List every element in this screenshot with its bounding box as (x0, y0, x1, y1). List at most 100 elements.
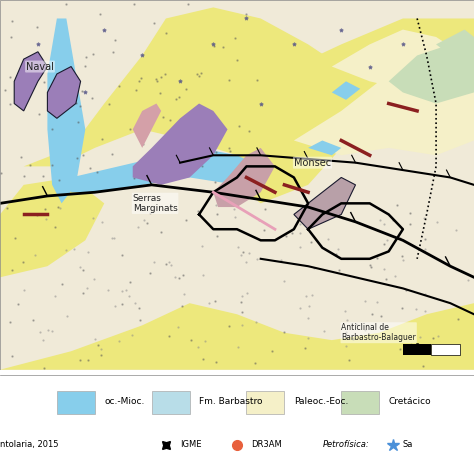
Point (296, 220, 304, 228)
Point (36, 328, 44, 336)
Point (399, 256, 406, 264)
Point (84, 356, 91, 364)
Point (76, 264, 84, 271)
Point (1, 86, 9, 94)
Point (296, 243, 304, 250)
Polygon shape (0, 177, 104, 277)
Point (7, 73, 14, 81)
Point (32, 251, 39, 259)
Point (399, 305, 406, 312)
Point (421, 290, 428, 298)
Point (48, 125, 55, 133)
Point (137, 74, 145, 82)
Point (268, 347, 276, 355)
Point (214, 210, 221, 218)
Point (233, 56, 241, 64)
Point (361, 327, 369, 334)
Point (232, 35, 239, 42)
Point (97, 345, 104, 353)
Point (39, 336, 46, 343)
Point (178, 302, 186, 310)
Point (304, 334, 312, 342)
Point (243, 15, 250, 22)
Text: 0: 0 (414, 343, 420, 352)
Point (58, 280, 65, 288)
Point (187, 337, 195, 344)
Text: IGME: IGME (180, 440, 201, 449)
Point (251, 359, 259, 366)
Text: ntolaria, 2015: ntolaria, 2015 (0, 440, 58, 449)
Point (118, 288, 126, 295)
Point (73, 154, 81, 161)
Point (254, 76, 261, 84)
Point (182, 85, 190, 92)
Point (76, 356, 83, 364)
Point (41, 206, 49, 213)
Point (128, 331, 136, 338)
Polygon shape (0, 303, 474, 370)
Text: Naval: Naval (26, 62, 54, 72)
Point (334, 245, 341, 253)
Polygon shape (332, 82, 360, 100)
Point (175, 93, 182, 101)
Point (115, 82, 123, 90)
Point (159, 114, 167, 121)
Point (368, 310, 376, 317)
Point (143, 219, 151, 227)
Point (234, 343, 242, 350)
Point (237, 251, 245, 258)
Point (352, 320, 359, 328)
Point (238, 321, 246, 329)
Point (343, 317, 351, 324)
Polygon shape (294, 66, 474, 155)
Point (36, 110, 43, 118)
Point (146, 209, 154, 216)
Point (302, 292, 310, 300)
Point (140, 216, 148, 224)
Point (213, 232, 221, 240)
Point (122, 286, 129, 293)
Point (55, 176, 63, 184)
Point (126, 126, 134, 133)
Point (280, 277, 288, 284)
Point (88, 94, 95, 102)
Point (380, 240, 388, 247)
Text: oc.-Mioc.: oc.-Mioc. (104, 397, 145, 405)
Text: Anticlinal de
Barbastro-Balaguer: Anticlinal de Barbastro-Balaguer (341, 323, 416, 342)
Point (210, 139, 218, 147)
Point (175, 274, 183, 282)
Point (349, 335, 357, 343)
Point (52, 223, 59, 231)
Point (105, 286, 112, 294)
Point (100, 26, 108, 33)
Point (167, 262, 174, 269)
Point (33, 23, 41, 31)
Point (26, 161, 34, 169)
Text: Monsec: Monsec (294, 158, 331, 168)
Point (200, 355, 207, 363)
Point (153, 77, 161, 84)
Point (238, 309, 246, 316)
Point (206, 126, 214, 133)
Point (9, 18, 16, 25)
Point (237, 299, 245, 306)
Point (78, 87, 86, 95)
Point (199, 242, 206, 250)
Point (51, 292, 59, 300)
Point (362, 298, 369, 305)
Point (156, 90, 164, 97)
Point (110, 235, 118, 242)
Point (111, 302, 118, 310)
Point (342, 328, 349, 336)
Point (421, 236, 428, 243)
Point (194, 344, 201, 351)
Point (194, 208, 201, 215)
Bar (246, 391, 284, 413)
Point (118, 251, 126, 258)
Polygon shape (47, 18, 85, 203)
Point (97, 351, 105, 359)
Point (105, 100, 113, 108)
Point (417, 333, 424, 341)
Point (131, 299, 139, 306)
Point (261, 206, 269, 213)
